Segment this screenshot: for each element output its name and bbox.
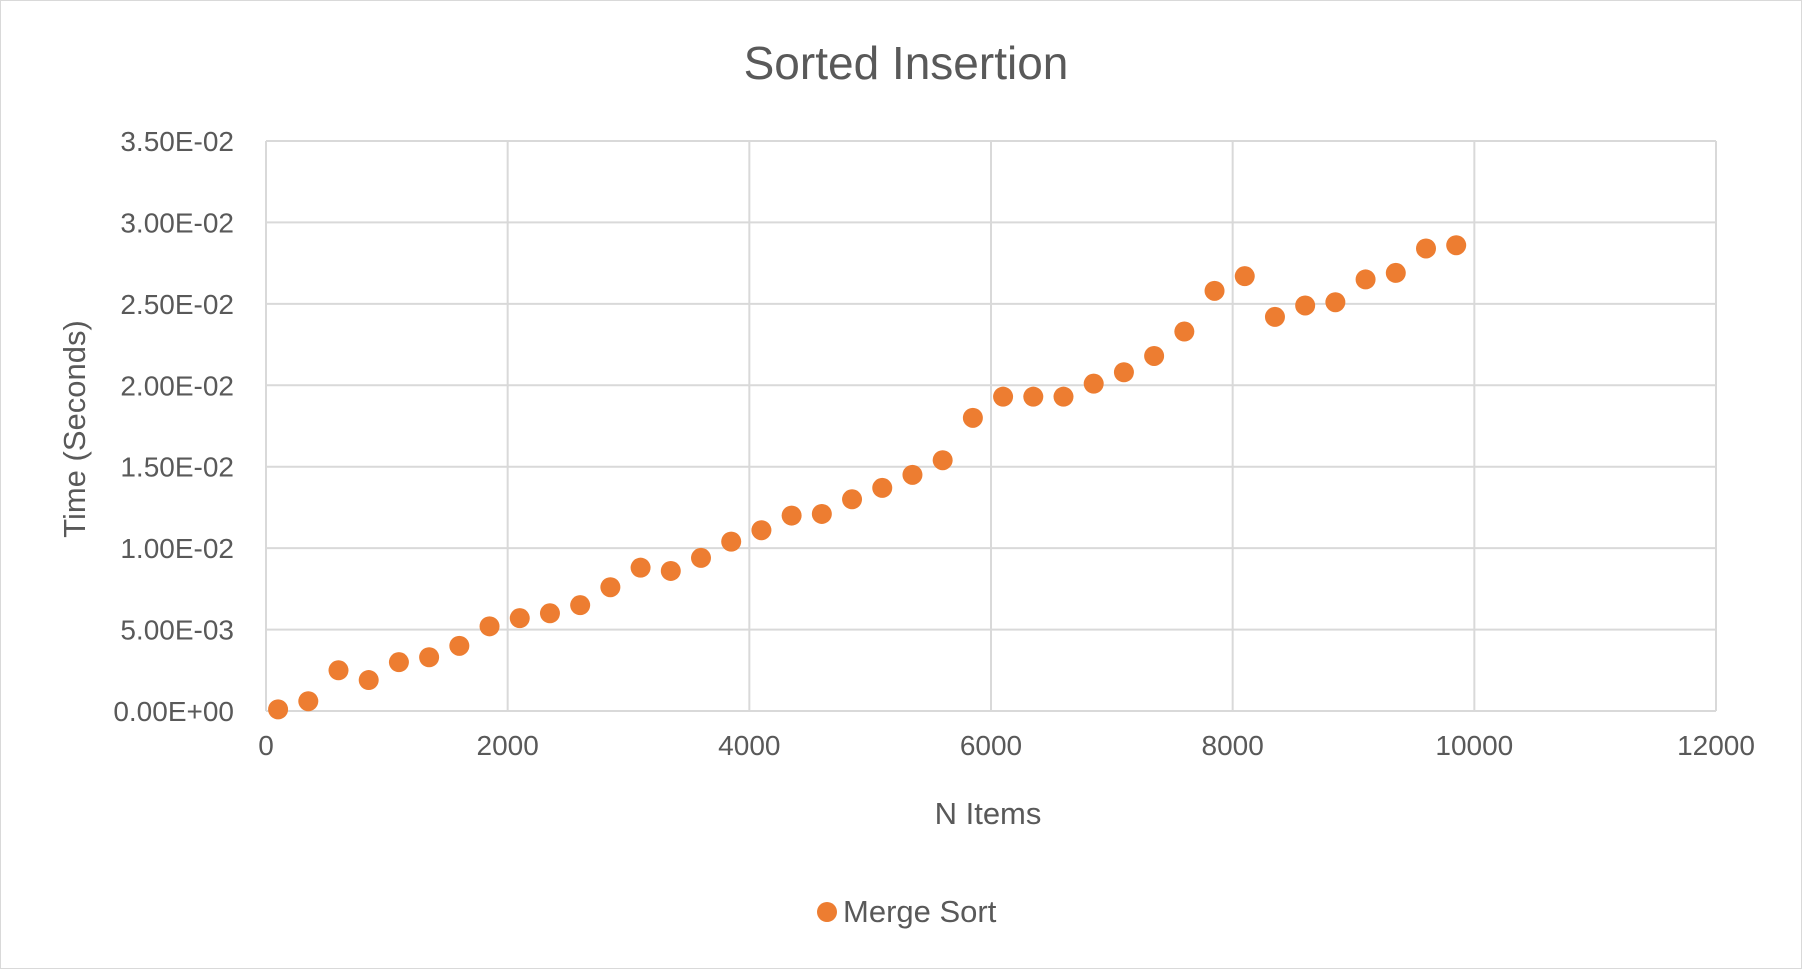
data-point: [1264, 306, 1285, 327]
x-axis-tick-labels: 0 2000 4000 6000 8000 10000 12000: [258, 730, 1755, 761]
data-point: [842, 489, 863, 510]
y-tick-label: 5.00E-03: [120, 615, 234, 646]
data-point: [1174, 321, 1195, 342]
data-point: [721, 531, 742, 552]
data-point: [600, 577, 621, 598]
data-point: [539, 603, 560, 624]
y-tick-label: 2.00E-02: [120, 370, 234, 401]
data-point: [419, 647, 440, 668]
data-point: [691, 547, 711, 568]
data-point: [1023, 386, 1044, 407]
data-point: [962, 407, 983, 428]
data-point: [1446, 235, 1467, 256]
data-point: [479, 616, 500, 637]
x-tick-label: 6000: [960, 730, 1022, 761]
data-point: [811, 503, 832, 524]
legend-marker-merge-sort: [817, 902, 837, 922]
chart-title: Sorted Insertion: [744, 37, 1069, 89]
data-point: [1234, 266, 1255, 287]
x-tick-label: 12000: [1677, 730, 1755, 761]
y-tick-label: 1.00E-02: [120, 533, 234, 564]
data-point: [1416, 238, 1436, 259]
x-tick-label: 8000: [1202, 730, 1264, 761]
data-point: [1204, 280, 1225, 301]
data-point: [328, 660, 349, 681]
x-gridlines: [265, 141, 1717, 711]
data-point: [660, 560, 681, 581]
y-tick-label: 3.50E-02: [120, 126, 234, 157]
y-axis-title: Time (Seconds): [57, 320, 92, 538]
data-point: [1295, 295, 1316, 316]
data-point: [298, 691, 319, 712]
y-axis-tick-labels: 0.00E+00 5.00E-03 1.00E-02 1.50E-02 2.00E-02…: [113, 126, 234, 727]
data-point: [1113, 362, 1134, 383]
data-point: [1144, 345, 1165, 366]
y-tick-label: 2.50E-02: [120, 289, 234, 320]
data-point: [781, 505, 802, 526]
x-tick-label: 0: [258, 730, 274, 761]
data-point: [388, 652, 409, 673]
x-tick-label: 4000: [718, 730, 780, 761]
data-point: [1355, 269, 1376, 290]
y-tick-label: 3.00E-02: [120, 207, 234, 238]
x-axis-title: N Items: [935, 796, 1042, 831]
data-point: [993, 386, 1014, 407]
y-tick-label: 1.50E-02: [120, 452, 234, 483]
data-point: [1053, 386, 1074, 407]
y-tick-label: 0.00E+00: [113, 696, 234, 727]
data-point: [1325, 292, 1346, 313]
data-point: [751, 520, 772, 541]
data-point: [1083, 373, 1104, 394]
data-point: [902, 464, 923, 485]
data-point: [449, 635, 470, 656]
data-point: [932, 450, 953, 471]
x-tick-label: 10000: [1435, 730, 1513, 761]
data-point: [358, 670, 379, 691]
data-point: [1385, 262, 1406, 283]
data-point: [630, 557, 651, 578]
data-point: [268, 699, 289, 720]
data-points: [268, 235, 1467, 720]
data-point: [570, 595, 591, 616]
data-point: [872, 477, 893, 498]
data-point: [509, 608, 530, 629]
legend-label-merge-sort: Merge Sort: [843, 894, 997, 929]
x-tick-label: 2000: [477, 730, 539, 761]
legend: Merge Sort: [817, 894, 997, 929]
